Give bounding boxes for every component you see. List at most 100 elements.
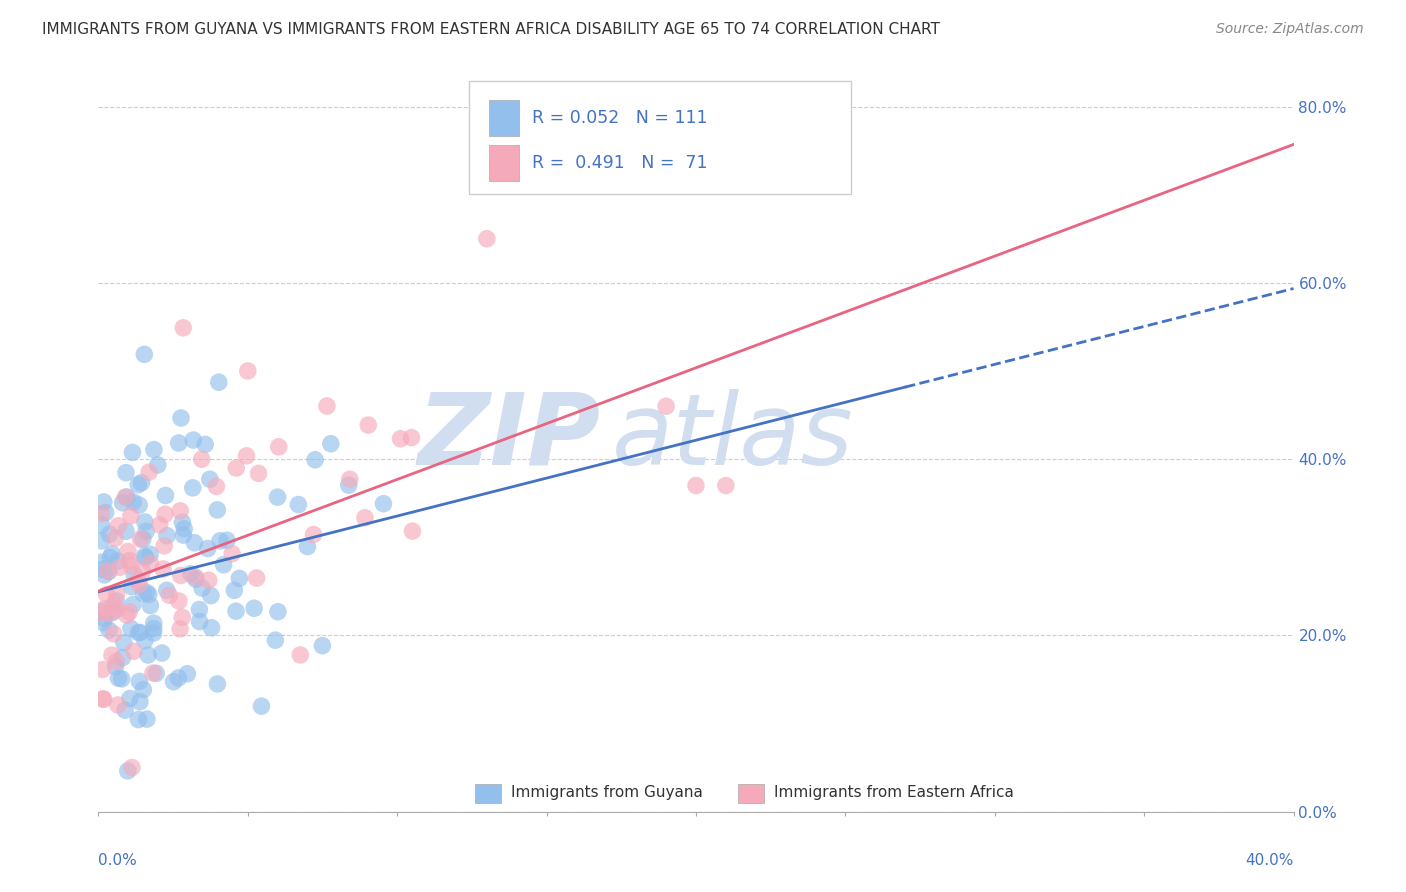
Point (475, 232, 498, 246)
Point (225, 604, 247, 618)
Point (103, 598, 125, 612)
Bar (738, 784, 763, 803)
Point (129, 532, 152, 546)
Point (93, 602, 115, 616)
Point (169, 504, 191, 518)
Point (115, 608, 138, 623)
Point (316, 399, 339, 413)
Point (207, 677, 229, 691)
Point (93, 495, 115, 509)
Point (127, 713, 149, 727)
Point (128, 674, 150, 689)
Point (98, 607, 121, 621)
Point (150, 646, 173, 660)
FancyBboxPatch shape (470, 81, 852, 194)
Point (128, 498, 150, 512)
Point (167, 594, 190, 608)
Point (225, 461, 247, 475)
Point (96, 588, 118, 602)
Point (108, 560, 131, 574)
Point (98, 527, 121, 541)
Point (267, 440, 290, 454)
Y-axis label: Disability Age 65 to 74: Disability Age 65 to 74 (0, 350, 7, 524)
Point (153, 507, 176, 521)
Point (188, 602, 211, 616)
Point (145, 666, 167, 681)
Point (224, 583, 246, 598)
Point (117, 764, 139, 778)
Point (127, 574, 149, 588)
Point (104, 531, 127, 545)
Point (132, 532, 155, 546)
Point (172, 320, 194, 334)
Point (243, 601, 266, 615)
Point (101, 648, 124, 662)
Point (115, 466, 138, 480)
Point (115, 524, 138, 539)
Point (142, 622, 165, 636)
Point (228, 571, 250, 585)
Point (139, 556, 162, 570)
Point (188, 615, 211, 629)
Point (172, 610, 194, 624)
Point (107, 698, 129, 712)
Point (267, 605, 290, 619)
Point (180, 566, 202, 581)
Point (156, 529, 179, 543)
Point (714, 478, 737, 492)
Point (302, 527, 325, 541)
Point (120, 580, 142, 594)
Point (181, 433, 204, 447)
Point (290, 648, 312, 662)
Point (250, 699, 273, 714)
Point (170, 568, 193, 582)
Text: atlas: atlas (613, 389, 853, 485)
Point (105, 594, 128, 608)
Point (156, 583, 179, 598)
Point (401, 431, 423, 445)
Point (152, 562, 174, 576)
Point (131, 565, 153, 579)
Point (103, 605, 125, 619)
Point (135, 712, 157, 726)
Point (191, 581, 214, 595)
Point (173, 522, 195, 536)
Point (127, 625, 149, 640)
Text: ZIP: ZIP (418, 389, 600, 485)
Point (357, 418, 380, 433)
Point (169, 622, 191, 636)
Point (121, 760, 143, 774)
Point (107, 518, 129, 533)
Point (90, 555, 112, 569)
Point (373, 497, 395, 511)
Point (90, 507, 112, 521)
Point (107, 554, 129, 568)
Point (157, 588, 180, 602)
Point (354, 510, 377, 524)
Point (135, 585, 157, 599)
Point (98, 623, 121, 637)
Point (184, 570, 207, 584)
Point (128, 577, 150, 591)
Point (122, 568, 145, 582)
Point (93, 692, 115, 706)
Point (104, 659, 127, 673)
Point (190, 452, 212, 467)
Point (247, 467, 270, 481)
Point (197, 541, 219, 556)
Point (337, 478, 360, 492)
Point (198, 472, 221, 486)
Point (200, 621, 222, 635)
Point (142, 626, 165, 640)
Text: Immigrants from Eastern Africa: Immigrants from Eastern Africa (773, 786, 1014, 800)
Point (118, 553, 141, 567)
Point (205, 479, 228, 493)
Point (142, 616, 165, 631)
Text: Immigrants from Guyana: Immigrants from Guyana (510, 786, 703, 800)
Point (685, 478, 707, 492)
Point (97, 564, 120, 578)
Point (221, 547, 243, 561)
Point (142, 665, 165, 680)
Point (120, 558, 142, 573)
Point (209, 533, 232, 548)
